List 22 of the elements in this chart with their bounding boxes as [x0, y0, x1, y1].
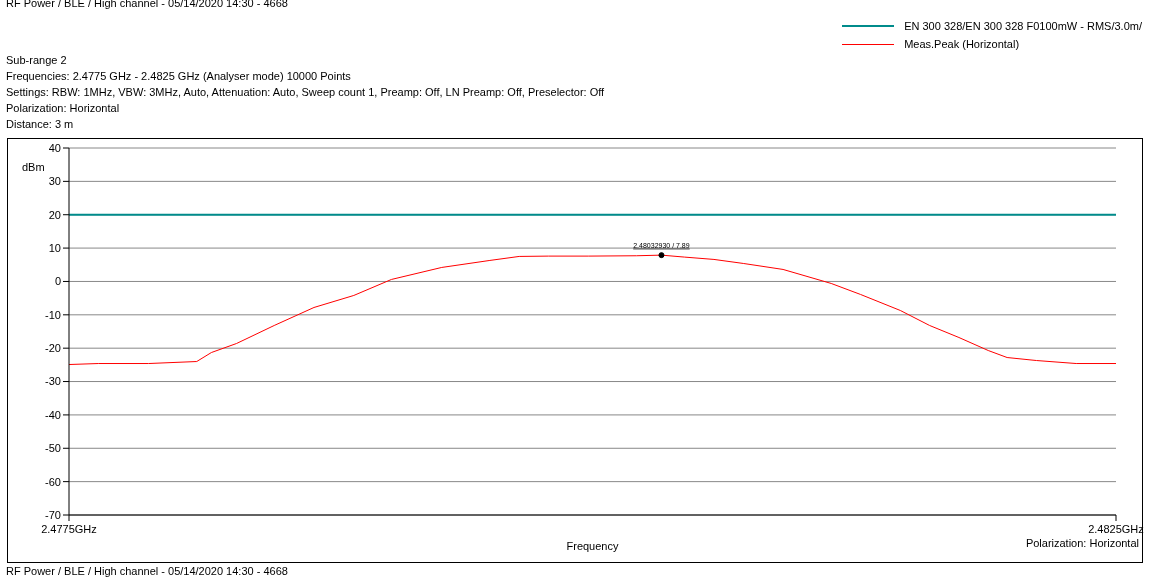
x-tick-label: 2.4825GHz — [1088, 523, 1144, 535]
chart-subtitle: Sub-range 2 Frequencies: 2.4775 GHz - 2.4825 GHz (Analyser mode) 10000 Points Settings: RBW: 1MHz, VBW: 3MHz, Auto, Attenuation: Auto, Sweep count 1, Preamp: Off, LN Preamp: Off, Preselector: Off Polarization: Horizontal Distance: 3 m — [6, 53, 605, 132]
legend-label: EN 300 328/EN 300 328 F0100mW - RMS/3.0m/ — [904, 19, 1142, 34]
y-tick-label: -30 — [45, 375, 61, 388]
y-tick-label: -20 — [45, 342, 61, 355]
y-axis-title: dBm — [22, 161, 45, 173]
y-tick-label: -50 — [45, 442, 61, 455]
text: Polarization: Horizontal — [1025, 537, 1139, 549]
text: RF Power / BLE / High channel - 05/14/2020 14:30 - 4668 — [6, 565, 288, 577]
y-tick-label: -10 — [45, 308, 61, 321]
y-tick-label: -70 — [45, 508, 61, 521]
y-tick-label: 30 — [48, 175, 61, 188]
chart-title: RF Power / BLE / High channel - 05/14/2020 14:30 - 4668 — [6, 0, 288, 9]
x-axis-title: Frequency — [566, 540, 619, 552]
y-tick-label: -60 — [45, 475, 61, 488]
y-tick-label: 10 — [48, 242, 61, 254]
x-tick-label: 2.4775GHz — [41, 523, 97, 535]
y-tick-label: 20 — [48, 208, 61, 221]
legend-label: Meas.Peak (Horizontal) — [904, 37, 1020, 52]
y-tick-label: -40 — [45, 408, 61, 421]
y-tick-label: 0 — [54, 275, 61, 288]
y-tick-label: 40 — [48, 141, 61, 154]
